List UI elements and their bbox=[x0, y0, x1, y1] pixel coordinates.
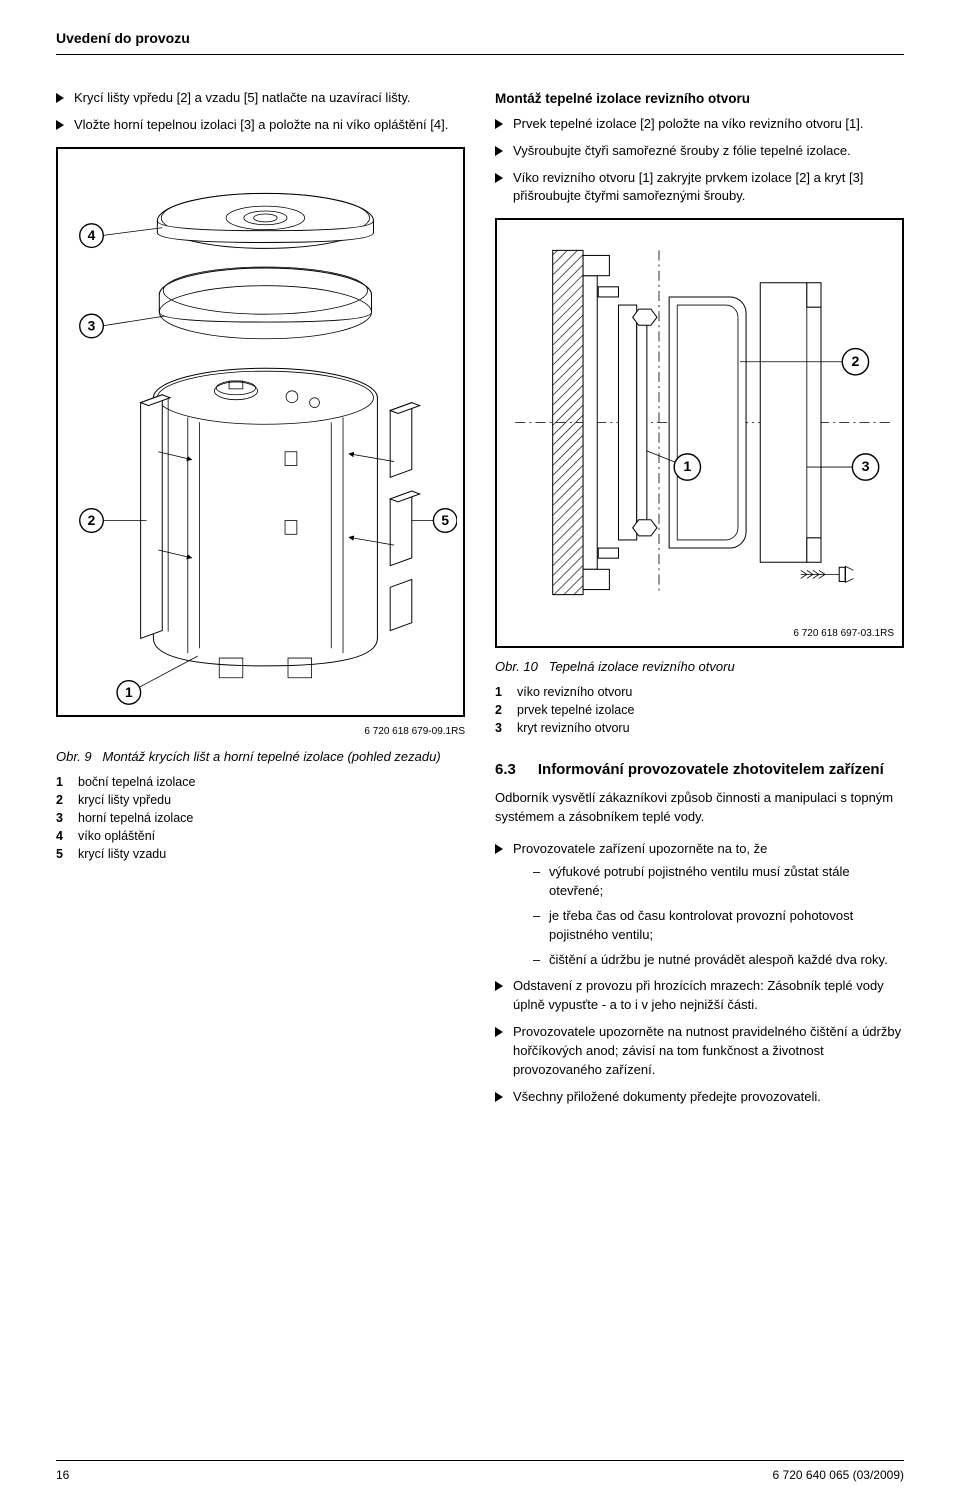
right-para-title: Montáž tepelné izolace revizního otvoru bbox=[495, 89, 904, 109]
f10-l1-t: víko revizního otvoru bbox=[517, 683, 904, 701]
figure-9-svg: 4 3 bbox=[64, 157, 457, 707]
right-bullet-b4: Všechny přiložené dokumenty předejte pro… bbox=[495, 1088, 904, 1107]
section-6-3-title: 6.3 Informování provozovatele zhotovitel… bbox=[495, 759, 904, 781]
two-column-layout: Krycí lišty vpředu [2] a vzadu [5] natla… bbox=[56, 89, 904, 1114]
right-sub-1: výfukové potrubí pojistného ventilu musí… bbox=[533, 863, 904, 901]
section-num: 6.3 bbox=[495, 759, 516, 781]
figure-10-box: 1 2 3 6 720 618 697-03.1RS bbox=[495, 218, 904, 648]
fig9-callout-1: 1 bbox=[125, 685, 133, 700]
figure-9-legend: 1boční tepelná izolace 2krycí lišty vpře… bbox=[56, 773, 465, 864]
f9-l3-t: horní tepelná izolace bbox=[78, 809, 465, 827]
right-column: Montáž tepelné izolace revizního otvoru … bbox=[495, 89, 904, 1114]
right-instruction-list-a: Prvek tepelné izolace [2] položte na vík… bbox=[495, 115, 904, 206]
doc-number: 6 720 640 065 (03/2009) bbox=[773, 1467, 904, 1484]
figure-9-box: 4 3 bbox=[56, 147, 465, 717]
right-bullet-a2: Vyšroubujte čtyři samořezné šrouby z fól… bbox=[495, 142, 904, 161]
f10-l2-n: 2 bbox=[495, 701, 517, 719]
figure-10-legend: 1víko revizního otvoru 2prvek tepelné iz… bbox=[495, 683, 904, 737]
fig9-callout-3: 3 bbox=[88, 318, 96, 333]
f10-l2-t: prvek tepelné izolace bbox=[517, 701, 904, 719]
f9-l4-t: víko opláštění bbox=[78, 827, 465, 845]
fig9-caption-prefix: Obr. 9 bbox=[56, 749, 92, 764]
f9-l1-n: 1 bbox=[56, 773, 78, 791]
f10-l3-n: 3 bbox=[495, 719, 517, 737]
right-sub-2: je třeba čas od času kontrolovat provozn… bbox=[533, 907, 904, 945]
page-header: Uvedení do provozu bbox=[56, 28, 904, 55]
fig9-callout-2: 2 bbox=[88, 513, 96, 528]
fig10-caption-prefix: Obr. 10 bbox=[495, 659, 538, 674]
f9-l1-t: boční tepelná izolace bbox=[78, 773, 465, 791]
right-bullet-b2: Odstavení z provozu při hrozících mrazec… bbox=[495, 977, 904, 1015]
figure-10-svg: 1 2 3 bbox=[497, 220, 902, 625]
page-footer: 16 6 720 640 065 (03/2009) bbox=[56, 1460, 904, 1484]
figure-9-ref: 6 720 618 679-09.1RS bbox=[56, 725, 465, 740]
figure-9-caption: Obr. 9 Montáž krycích lišt a horní tepel… bbox=[56, 748, 465, 767]
figure-10-ref: 6 720 618 697-03.1RS bbox=[497, 625, 902, 646]
right-bullet-b1: Provozovatele zařízení upozorněte na to,… bbox=[495, 840, 904, 969]
fig9-callout-4: 4 bbox=[88, 228, 96, 243]
right-bullet-b1-text: Provozovatele zařízení upozorněte na to,… bbox=[513, 841, 767, 856]
left-bullet-1: Krycí lišty vpředu [2] a vzadu [5] natla… bbox=[56, 89, 465, 108]
fig9-caption-text: Montáž krycích lišt a horní tepelné izol… bbox=[103, 749, 441, 764]
fig10-callout-1: 1 bbox=[683, 459, 691, 475]
page-number: 16 bbox=[56, 1467, 69, 1484]
f10-l1-n: 1 bbox=[495, 683, 517, 701]
fig10-caption-text: Tepelná izolace revizního otvoru bbox=[549, 659, 735, 674]
right-instruction-list-b: Provozovatele zařízení upozorněte na to,… bbox=[495, 840, 904, 1106]
left-instruction-list: Krycí lišty vpředu [2] a vzadu [5] natla… bbox=[56, 89, 465, 135]
right-bullet-b3: Provozovatele upozorněte na nutnost prav… bbox=[495, 1023, 904, 1080]
fig10-callout-2: 2 bbox=[851, 354, 859, 370]
right-sub-3: čištění a údržbu je nutné provádět alesp… bbox=[533, 951, 904, 970]
f9-l3-n: 3 bbox=[56, 809, 78, 827]
f9-l5-t: krycí lišty vzadu bbox=[78, 845, 465, 863]
right-bullet-b1-sublist: výfukové potrubí pojistného ventilu musí… bbox=[513, 863, 904, 969]
left-column: Krycí lišty vpředu [2] a vzadu [5] natla… bbox=[56, 89, 465, 1114]
f10-l3-t: kryt revizního otvoru bbox=[517, 719, 904, 737]
fig9-callout-5: 5 bbox=[441, 513, 449, 528]
f9-l5-n: 5 bbox=[56, 845, 78, 863]
f9-l2-t: krycí lišty vpředu bbox=[78, 791, 465, 809]
fig10-callout-3: 3 bbox=[862, 459, 870, 475]
figure-10-caption: Obr. 10 Tepelná izolace revizního otvoru bbox=[495, 658, 904, 677]
f9-l4-n: 4 bbox=[56, 827, 78, 845]
section-intro: Odborník vysvětlí zákazníkovi způsob čin… bbox=[495, 789, 904, 827]
right-bullet-a1: Prvek tepelné izolace [2] položte na vík… bbox=[495, 115, 904, 134]
right-bullet-a3: Víko revizního otvoru [1] zakryjte prvke… bbox=[495, 169, 904, 207]
left-bullet-2: Vložte horní tepelnou izolaci [3] a polo… bbox=[56, 116, 465, 135]
section-title-text: Informování provozovatele zhotovitelem z… bbox=[538, 759, 884, 781]
f9-l2-n: 2 bbox=[56, 791, 78, 809]
